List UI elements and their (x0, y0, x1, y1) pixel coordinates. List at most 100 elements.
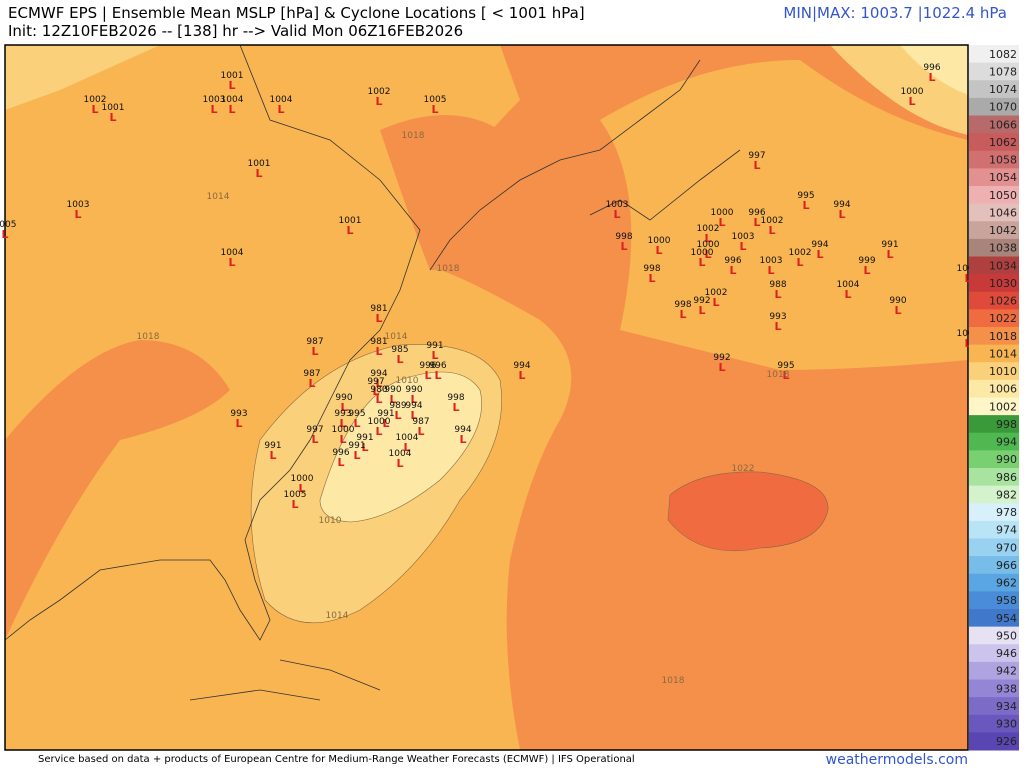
colorbar-label: 962 (996, 577, 1017, 590)
cyclone-pressure: 990 (405, 385, 422, 395)
colorbar-swatch (969, 432, 1019, 451)
low-symbol: L (928, 71, 935, 84)
contour-label: 1014 (385, 332, 408, 342)
cyclone-pressure: 996 (923, 63, 940, 73)
cyclone-pressure: 994 (370, 369, 387, 379)
colorbar-swatch (969, 609, 1019, 628)
cyclone-pressure: 1003 (732, 232, 755, 242)
cyclone-pressure: 998 (674, 300, 691, 310)
colorbar-label: 958 (996, 594, 1017, 607)
low-symbol: L (698, 304, 705, 317)
colorbar-swatch (969, 221, 1019, 240)
subtitle: Init: 12Z10FEB2026 -- [138] hr --> Valid… (8, 22, 463, 40)
colorbar-swatch (969, 274, 1019, 293)
low-symbol: L (704, 232, 711, 245)
site: weathermodels.com (826, 752, 968, 768)
cyclone-pressure: 994 (405, 401, 422, 411)
cyclone-pressure: 1003 (957, 329, 980, 339)
cyclone-pressure: 1000 (648, 236, 671, 246)
cyclone-pressure: 1004 (221, 95, 244, 105)
colorbar-label: 1022 (989, 312, 1017, 325)
field-1018 (5, 340, 230, 640)
low-symbol: L (718, 361, 725, 374)
colorbar-swatch (969, 150, 1019, 169)
cyclone-pressure: 994 (513, 361, 530, 371)
cyclone-pressure: 991 (426, 341, 443, 351)
contour-label: 1018 (402, 131, 425, 141)
low-symbol: L (311, 433, 318, 446)
low-symbol: L (410, 393, 417, 406)
field-1006 (900, 45, 968, 95)
low-symbol: L (340, 401, 347, 414)
cyclone-pressure: 1004 (837, 280, 860, 290)
low-symbol: L (298, 482, 305, 495)
cyclone-pressure: 1000 (711, 208, 734, 218)
low-symbol: L (816, 248, 823, 261)
cyclone-pressure: 997 (306, 425, 323, 435)
low-symbol: L (235, 417, 242, 430)
low-symbol: L (389, 393, 396, 406)
low-symbol: L (838, 208, 845, 221)
low-symbol: L (277, 103, 284, 116)
cyclone-pressure: 987 (412, 417, 429, 427)
low-symbol: L (774, 320, 781, 333)
cyclone-pressure: 1001 (339, 216, 362, 226)
colorbar-swatch (969, 538, 1019, 557)
low-symbol: L (308, 377, 315, 390)
colorbar-label: 1038 (989, 242, 1017, 255)
cyclone-pressure: 1003 (760, 256, 783, 266)
low-symbol: L (346, 224, 353, 237)
colorbar-swatch (969, 238, 1019, 257)
colorbar-swatch (969, 256, 1019, 275)
low-symbol: L (431, 349, 438, 362)
colorbar-swatch (969, 626, 1019, 645)
low-symbol: L (704, 248, 711, 261)
colorbar-label: 990 (996, 453, 1017, 466)
contour-label: 1010 (319, 516, 342, 526)
colorbar-swatch (969, 732, 1019, 751)
cyclone-pressure: 1002 (789, 248, 812, 258)
low-symbol: L (753, 216, 760, 229)
low-symbol: L (844, 288, 851, 301)
colorbar-swatch (969, 309, 1019, 328)
colorbar-label: 994 (996, 436, 1017, 449)
cyclone-pressure: 996 (748, 208, 765, 218)
cyclone-pressure: 1001 (221, 71, 244, 81)
colorbar-swatch (969, 168, 1019, 187)
cyclone-pressure: 1004 (957, 264, 980, 274)
cyclone-pressure: 1000 (691, 248, 714, 258)
field-1014 (600, 60, 968, 370)
colorbar-label: 986 (996, 471, 1017, 484)
colorbar-swatch (969, 97, 1019, 116)
low-symbol: L (1, 228, 8, 241)
colorbar-label: 1066 (989, 118, 1017, 131)
colorbar-label: 1002 (989, 400, 1017, 413)
low-symbol: L (679, 308, 686, 321)
colorbar-swatch (969, 644, 1019, 663)
colorbar-label: 1018 (989, 330, 1017, 343)
map-frame (4, 44, 969, 751)
colorbar-swatch (969, 591, 1019, 610)
colorbar-swatch (969, 679, 1019, 698)
low-symbol: L (337, 456, 344, 469)
low-symbol: L (91, 103, 98, 116)
low-symbol: L (964, 337, 971, 350)
colorbar: 1082 1078 1074 1070 1066 1062 1058 1054 1050 1046… (969, 45, 1019, 751)
cyclone-pressure: 1002 (761, 216, 784, 226)
low-symbol: L (908, 95, 915, 108)
cyclone-pressure: 991 (264, 441, 281, 451)
low-symbol: L (424, 369, 431, 382)
colorbar-swatch (969, 45, 1019, 64)
cyclone-pressure: 1000 (291, 474, 314, 484)
colorbar-label: 1070 (989, 101, 1017, 114)
colorbar-label: 982 (996, 488, 1017, 501)
colorbar-label: 1058 (989, 154, 1017, 167)
contour-label: 1018 (662, 676, 685, 686)
colorbar-label: 974 (996, 524, 1017, 537)
cyclone-pressure: 1002 (697, 224, 720, 234)
cyclone-pressure: 1005 (424, 95, 447, 105)
cyclone-pressure: 1004 (389, 449, 412, 459)
low-symbol: L (74, 208, 81, 221)
colorbar-swatch (969, 80, 1019, 99)
low-symbol: L (863, 264, 870, 277)
